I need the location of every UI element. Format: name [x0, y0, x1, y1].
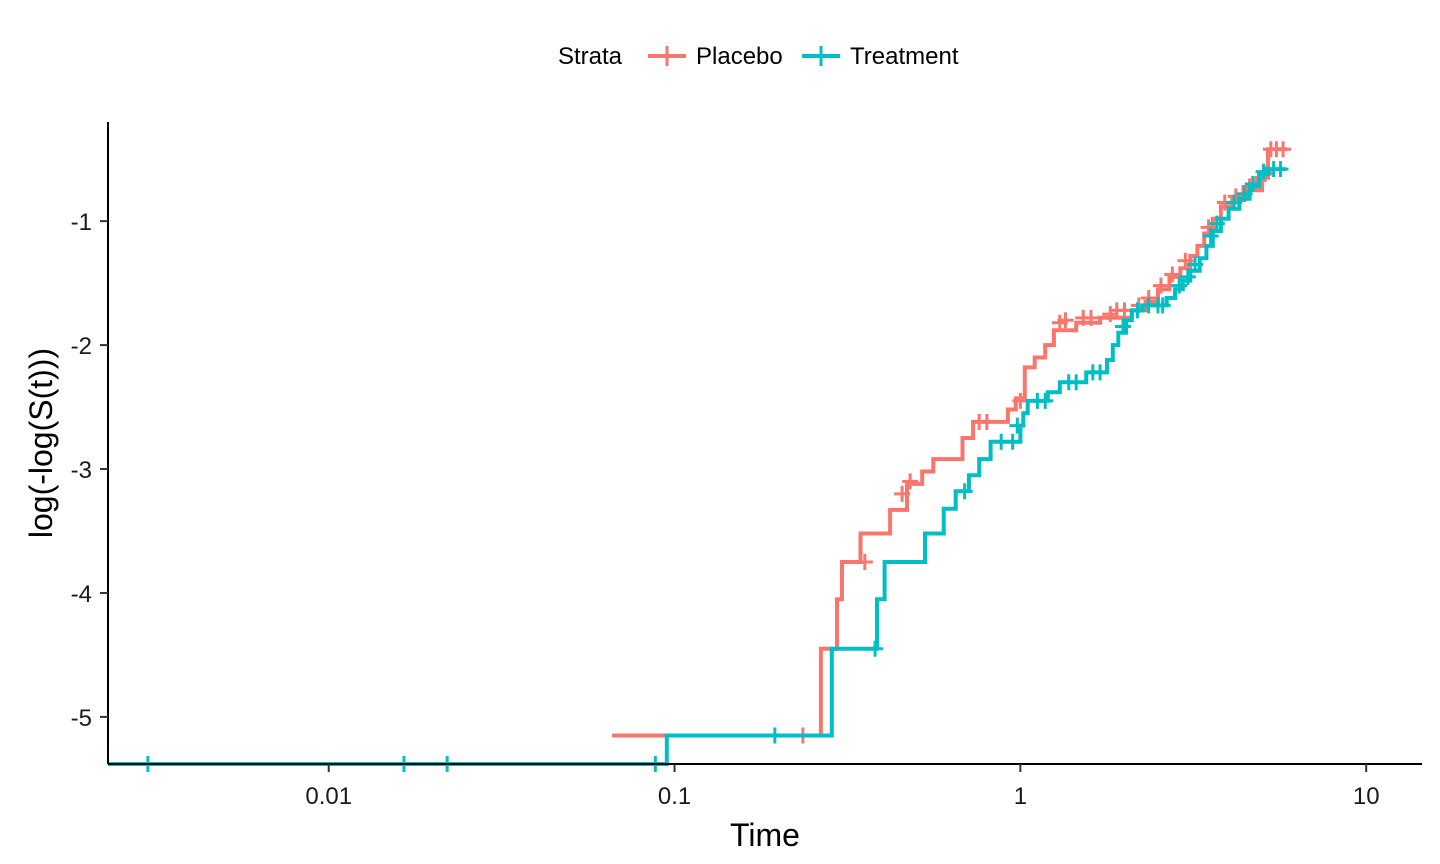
- censor-mark-treatment: [1092, 364, 1109, 381]
- series-line-treatment: [108, 167, 1286, 766]
- censor-mark-treatment: [1272, 161, 1289, 178]
- censor-mark-treatment: [1129, 302, 1146, 319]
- x-ticks: 0.01 0.1 1 10: [305, 764, 1380, 810]
- censor-mark-placebo: [1177, 252, 1194, 269]
- censor-mark-treatment: [956, 483, 973, 500]
- censor-mark-placebo: [1082, 309, 1099, 326]
- censor-mark-placebo: [1200, 219, 1217, 236]
- censor-mark-treatment: [1255, 163, 1272, 180]
- censor-mark-placebo: [1152, 277, 1169, 294]
- censor-mark-treatment: [1208, 215, 1225, 232]
- x-tick-label: 0.01: [305, 783, 352, 810]
- censor-mark-treatment: [1244, 175, 1261, 192]
- y-ticks: -5 -4 -3 -2 -1: [71, 209, 108, 732]
- y-tick-label: -1: [71, 209, 92, 236]
- censor-mark-treatment: [1004, 433, 1021, 450]
- censor-mark-placebo: [1275, 141, 1292, 158]
- series-line-placebo: [612, 147, 1287, 738]
- censor-mark-treatment: [1068, 374, 1085, 391]
- censor-mark-placebo: [902, 473, 919, 490]
- plot-area: [108, 141, 1292, 772]
- censor-mark-placebo: [1057, 312, 1074, 329]
- censor-mark-treatment: [867, 640, 884, 657]
- censor-mark-treatment: [1226, 194, 1243, 211]
- legend-title: Strata: [558, 43, 623, 70]
- censor-mark-treatment: [1171, 277, 1188, 294]
- x-tick-label: 1: [1014, 783, 1027, 810]
- censor-mark-placebo: [1164, 266, 1181, 283]
- censor-mark-treatment: [1187, 256, 1204, 273]
- censor-mark-treatment: [766, 727, 783, 744]
- legend-key-treatment: [802, 46, 840, 66]
- x-axis-title: Time: [730, 817, 800, 853]
- y-tick-label: -3: [71, 457, 92, 484]
- censor-mark-treatment: [1114, 318, 1131, 335]
- y-tick-label: -4: [71, 581, 92, 608]
- censor-mark-treatment: [1179, 268, 1196, 285]
- y-axis-title: log(-log(S(t))): [23, 348, 59, 538]
- x-tick-label: 0.1: [658, 783, 691, 810]
- censor-mark-treatment: [1154, 297, 1171, 314]
- censor-mark-treatment: [1236, 185, 1253, 202]
- censor-mark-treatment: [1037, 392, 1054, 409]
- legend-key-placebo: [648, 46, 686, 66]
- censor-mark-placebo: [856, 553, 873, 570]
- censor-mark-treatment: [1009, 417, 1026, 434]
- censor-mark-treatment: [1202, 228, 1219, 245]
- censor-mark-placebo: [894, 485, 911, 502]
- legend: Strata Placebo Treatment: [558, 43, 959, 70]
- legend-label-treatment: Treatment: [850, 43, 959, 70]
- y-tick-label: -5: [71, 705, 92, 732]
- y-tick-label: -2: [71, 333, 92, 360]
- x-tick-label: 10: [1353, 783, 1380, 810]
- legend-label-placebo: Placebo: [696, 43, 783, 70]
- censor-mark-placebo: [978, 413, 995, 430]
